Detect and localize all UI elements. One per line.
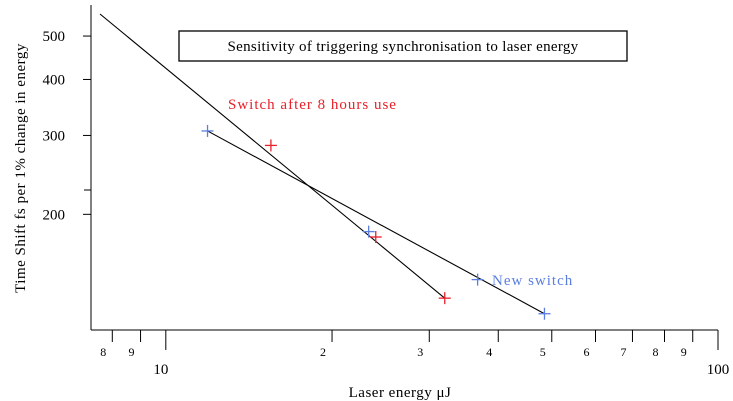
x-tick-label: 3 bbox=[417, 345, 423, 359]
x-tick-label: 10 bbox=[153, 362, 168, 378]
x-tick-label: 8 bbox=[100, 345, 106, 359]
x-tick-label: 100 bbox=[707, 362, 730, 378]
data-points bbox=[201, 124, 551, 320]
data-point-series-0 bbox=[369, 231, 382, 244]
data-point-series-1 bbox=[362, 225, 375, 238]
y-ticks: 200 300 400 500 bbox=[43, 29, 91, 223]
data-point-series-1 bbox=[201, 124, 214, 137]
data-point-series-0 bbox=[438, 292, 451, 305]
x-tick-label: 4 bbox=[486, 345, 492, 359]
x-tick-label: 6 bbox=[583, 345, 589, 359]
data-point-series-1 bbox=[471, 273, 484, 286]
x-axis-title: Laser energy μJ bbox=[349, 385, 452, 401]
x-tick-label: 2 bbox=[320, 345, 326, 359]
series-label-new-switch: New switch bbox=[492, 273, 573, 289]
x-tick-label: 9 bbox=[129, 345, 135, 359]
fit-line-series-1 bbox=[207, 130, 545, 315]
x-tick-label: 7 bbox=[620, 345, 626, 359]
data-point-series-1 bbox=[538, 307, 551, 320]
fit-lines bbox=[99, 13, 545, 315]
chart-title: Sensitivity of triggering synchronisatio… bbox=[228, 39, 579, 55]
fit-line-series-0 bbox=[99, 13, 446, 299]
x-tick-label: 9 bbox=[681, 345, 687, 359]
title-box bbox=[178, 30, 628, 62]
y-tick-label: 500 bbox=[43, 29, 66, 45]
x-ticks: 8 9 10 2 3 4 5 6 7 8 9 100 bbox=[100, 330, 729, 378]
y-tick-label: 200 bbox=[43, 207, 66, 223]
data-point-series-0 bbox=[264, 139, 277, 152]
series-label-switch-after-8-hours: Switch after 8 hours use bbox=[228, 97, 397, 113]
y-axis-title: Time Shift fs per 1% change in energy bbox=[13, 43, 29, 293]
y-tick-label: 400 bbox=[43, 72, 66, 88]
x-tick-label: 5 bbox=[540, 345, 546, 359]
x-tick-label: 8 bbox=[652, 345, 658, 359]
y-tick-label: 300 bbox=[43, 128, 66, 144]
